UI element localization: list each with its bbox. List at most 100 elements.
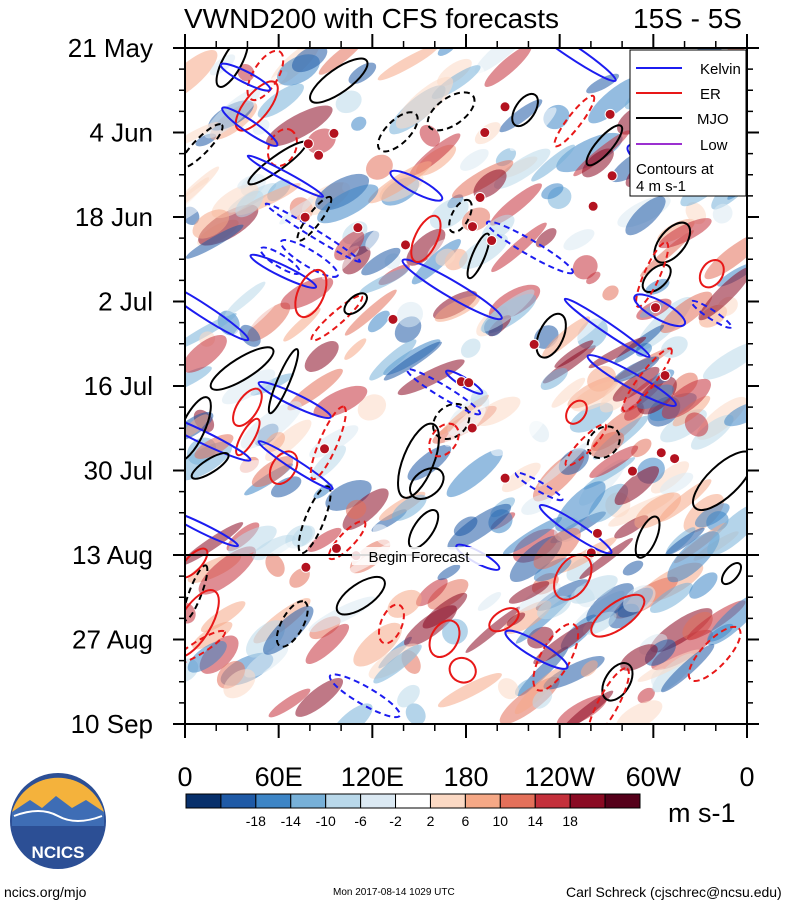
storm-marker [585, 547, 597, 559]
anomaly-blob [712, 650, 747, 693]
anomaly-blob [185, 224, 244, 259]
wave-contour [428, 422, 460, 458]
storm-marker [328, 127, 340, 139]
anomaly-blob [538, 441, 589, 487]
site-link[interactable]: ncics.org/mjo [4, 884, 87, 900]
y-tick-label: 16 Jul [84, 371, 153, 401]
anomaly-blob [570, 575, 618, 604]
anomaly-blob [318, 48, 365, 75]
anomaly-blob [268, 688, 311, 718]
y-tick-label: 4 Jun [89, 118, 153, 148]
anomaly-blob [563, 229, 595, 251]
storm-marker [400, 239, 412, 251]
anomaly-blob [660, 336, 688, 358]
storm-marker [606, 170, 618, 182]
anomaly-blob [689, 572, 718, 599]
wave-contour [488, 607, 520, 633]
anomaly-blob [406, 228, 446, 266]
y-tick-label: 27 Aug [72, 625, 153, 655]
ncics-logo: NCICS [10, 773, 106, 869]
anomaly-blob [185, 121, 219, 148]
anomaly-blob [533, 527, 581, 570]
anomaly-blob [514, 678, 536, 697]
anomaly-blob [532, 689, 553, 709]
storm-marker [626, 465, 638, 477]
anomaly-blob [391, 494, 427, 521]
anomaly-blob [345, 499, 367, 519]
colorbar-swatch [604, 793, 641, 809]
wave-contour [590, 593, 646, 638]
wave-contour [538, 504, 613, 555]
anomaly-blob [427, 579, 469, 610]
storm-marker [655, 447, 667, 459]
anomaly-blob [537, 595, 571, 620]
colorbar-label: 18 [562, 813, 578, 829]
legend-label-kelvin: Kelvin [700, 61, 741, 78]
anomaly-blob [447, 503, 512, 550]
wave-contour [185, 547, 209, 579]
storm-marker [319, 443, 331, 455]
anomaly-blob [580, 660, 598, 677]
anomaly-blob [480, 289, 535, 332]
wave-contour [185, 509, 239, 548]
legend-label-er: ER [700, 86, 721, 103]
wave-contour [634, 515, 661, 559]
y-axis: 21 May 4 Jun 18 Jun 2 Jul 16 Jul 30 Jul 13 Aug… [68, 33, 759, 739]
anomaly-blob [291, 48, 328, 73]
anomaly-blob [533, 621, 594, 665]
colorbar-swatch [395, 793, 431, 809]
anomaly-blob [313, 385, 368, 418]
anomaly-blob [351, 116, 367, 131]
wave-contour [268, 450, 299, 485]
anomaly-blob [637, 649, 700, 682]
storm-marker [313, 149, 325, 161]
wave-contour [586, 425, 621, 460]
anomaly-blob [187, 640, 227, 673]
wave-contour [653, 221, 692, 264]
region-label: 15S - 5S [633, 3, 742, 34]
storm-marker [587, 200, 599, 212]
storm-marker [659, 369, 671, 381]
storm-marker [591, 527, 603, 539]
anomaly-blob [658, 218, 712, 249]
anomaly-blob [369, 339, 417, 381]
anomaly-blob [247, 302, 291, 342]
anomaly-blob [474, 48, 531, 74]
wave-contour [259, 246, 301, 275]
anomaly-blob [475, 396, 521, 427]
timestamp: Mon 2017-08-14 1029 UTC [333, 887, 455, 898]
anomaly-blob [613, 356, 660, 383]
anomaly-blob [685, 202, 707, 225]
wave-contour [185, 279, 250, 342]
anomaly-blob [623, 585, 656, 613]
anomaly-blob [292, 525, 316, 548]
anomaly-blob [562, 690, 614, 724]
anomaly-blob [317, 184, 379, 224]
wave-contour [720, 562, 743, 586]
legend-box [629, 49, 747, 197]
anomaly-blob [366, 154, 393, 180]
wave-contour [297, 485, 332, 555]
anomaly-blob [531, 144, 575, 182]
wave-contour [309, 57, 369, 104]
wave-contour [235, 417, 261, 457]
wave-contour [621, 347, 673, 412]
wave-contour [692, 450, 747, 511]
wave-contour [432, 402, 471, 441]
anomaly-blob [307, 527, 342, 552]
anomaly-blob [446, 449, 503, 498]
x-tick-label: 0 [739, 762, 754, 792]
anomaly-blob [554, 340, 594, 368]
wave-contour [448, 198, 473, 234]
storm-marker [649, 302, 661, 314]
anomaly-blob [499, 99, 543, 133]
anomaly-blob [244, 645, 289, 678]
anomaly-blob [490, 183, 542, 226]
colorbar-swatch [464, 793, 501, 809]
wave-contour [690, 299, 733, 329]
y-tick-label: 21 May [68, 33, 153, 63]
anomaly-blob [387, 589, 422, 618]
anomaly-blob [698, 266, 747, 321]
colorbar-label: 14 [527, 813, 543, 829]
